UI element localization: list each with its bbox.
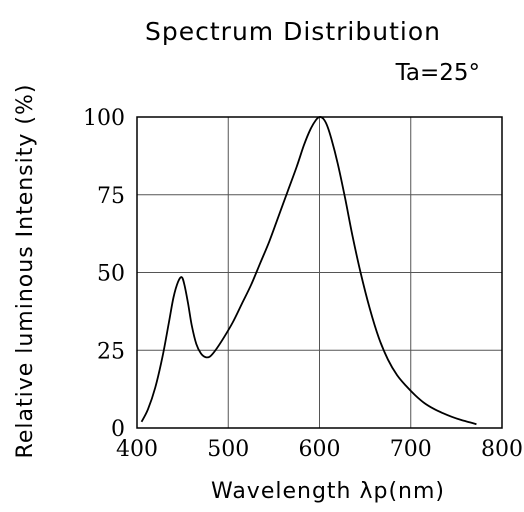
x-axis-label: Wavelength λp(nm) bbox=[211, 479, 445, 504]
spectrum-curve bbox=[140, 116, 477, 426]
chart-title: Spectrum Distribution bbox=[145, 17, 441, 46]
y-tick-label: 75 bbox=[97, 184, 125, 209]
grid bbox=[137, 117, 502, 428]
y-tick-label: 0 bbox=[111, 417, 125, 442]
y-axis-label: Relative luminous Intensity (%) bbox=[13, 84, 38, 459]
y-tick-label: 100 bbox=[83, 106, 125, 131]
plot-frame bbox=[136, 116, 503, 429]
series bbox=[140, 116, 477, 426]
x-tick-label: 600 bbox=[299, 437, 341, 462]
x-tick-label: 700 bbox=[390, 437, 432, 462]
temperature-annotation: Ta=25° bbox=[395, 60, 480, 86]
x-tick-label: 500 bbox=[207, 437, 249, 462]
y-tick-label: 50 bbox=[97, 262, 125, 287]
y-tick-label: 25 bbox=[97, 339, 125, 364]
x-tick-label: 400 bbox=[116, 437, 158, 462]
tick-labels: 400 500 600 700 800 0 25 50 75 100 bbox=[83, 106, 523, 462]
x-tick-label: 800 bbox=[481, 437, 523, 462]
